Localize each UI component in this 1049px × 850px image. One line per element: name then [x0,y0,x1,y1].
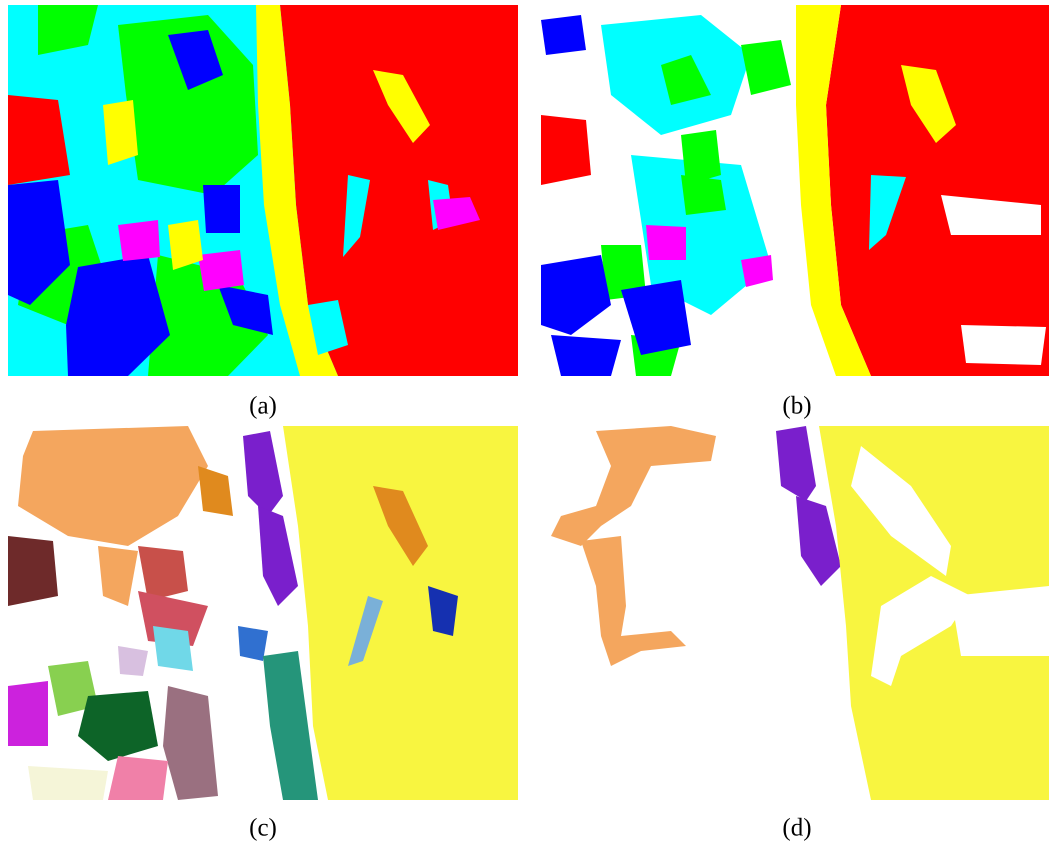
caption: (c) [249,815,277,842]
page: (a) (b) [0,0,1049,850]
segment [118,646,148,676]
segment [108,756,168,800]
segment [646,225,686,260]
segment [118,220,160,261]
segment [203,185,240,233]
segment [951,586,1049,656]
panel-d [551,426,1049,800]
caption: (a) [249,393,277,420]
segment [198,250,244,291]
segment [826,5,1049,376]
panel-a [8,5,518,376]
caption: (d) [782,815,811,842]
segment [153,626,193,671]
panel-b [541,5,1049,376]
segment [961,325,1046,365]
segment [541,15,586,55]
caption: (b) [782,393,811,420]
segment [681,175,726,215]
segment [238,626,268,661]
segment [551,335,621,376]
segment [8,536,58,606]
figure: (a) (b) [0,0,1049,850]
segment [103,100,138,165]
segment [8,681,48,746]
segment [28,766,108,800]
segment [283,426,518,800]
segment [541,115,591,185]
panel-c [8,426,518,800]
